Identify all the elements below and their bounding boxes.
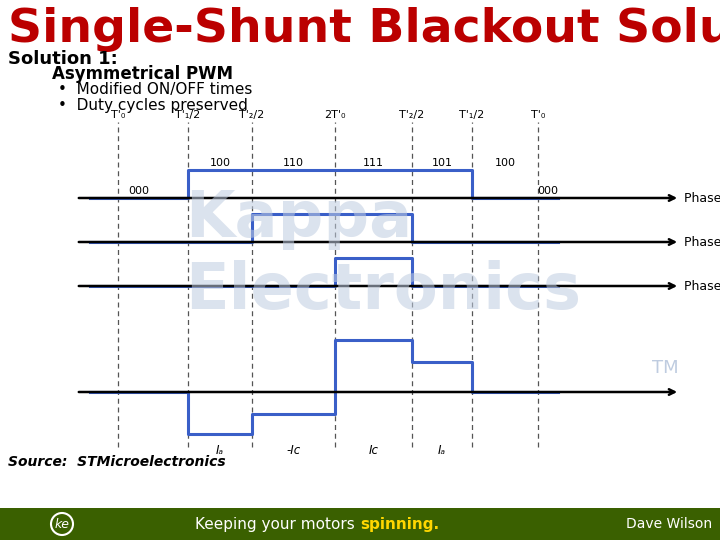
Text: 000: 000: [128, 186, 150, 196]
Text: T'₂/2: T'₂/2: [400, 110, 425, 120]
Text: 111: 111: [363, 158, 384, 168]
Text: •  Duty cycles preserved: • Duty cycles preserved: [58, 98, 248, 113]
Text: 100: 100: [210, 158, 230, 168]
Text: T'₁/2: T'₁/2: [176, 110, 201, 120]
Bar: [0, 508, 720, 540]
Text: 100: 100: [495, 158, 516, 168]
Text: TM: TM: [652, 359, 679, 377]
Text: T'₀: T'₀: [531, 110, 545, 120]
Text: Solution 1:: Solution 1:: [8, 50, 118, 68]
Text: Iₐ: Iₐ: [438, 444, 446, 457]
Text: Kappa
Electronics: Kappa Electronics: [185, 188, 581, 322]
Text: Single-Shunt Blackout Solutions: Single-Shunt Blackout Solutions: [8, 7, 720, 52]
Text: Asymmetrical PWM: Asymmetrical PWM: [52, 65, 233, 83]
Text: 101: 101: [431, 158, 452, 168]
Text: ke: ke: [55, 517, 70, 530]
Text: 000: 000: [538, 186, 559, 196]
Text: Keeping your motors: Keeping your motors: [195, 516, 360, 531]
Text: Iₐ: Iₐ: [216, 444, 224, 457]
Text: Source:  STMicroelectronics: Source: STMicroelectronics: [8, 455, 225, 469]
Text: Phase C: Phase C: [684, 280, 720, 293]
Text: 2T'₀: 2T'₀: [324, 110, 346, 120]
Text: •  Modified ON/OFF times: • Modified ON/OFF times: [58, 82, 253, 97]
Text: 110: 110: [283, 158, 304, 168]
Text: Phase B: Phase B: [684, 235, 720, 248]
Text: Iᴄ: Iᴄ: [369, 444, 379, 457]
Text: T'₀: T'₀: [111, 110, 125, 120]
Text: -Iᴄ: -Iᴄ: [287, 444, 301, 457]
Text: T'₂/2: T'₂/2: [239, 110, 265, 120]
Text: Dave Wilson: Dave Wilson: [626, 517, 712, 531]
Text: T'₁/2: T'₁/2: [459, 110, 485, 120]
Text: spinning.: spinning.: [360, 516, 439, 531]
Text: Phase A: Phase A: [684, 192, 720, 205]
